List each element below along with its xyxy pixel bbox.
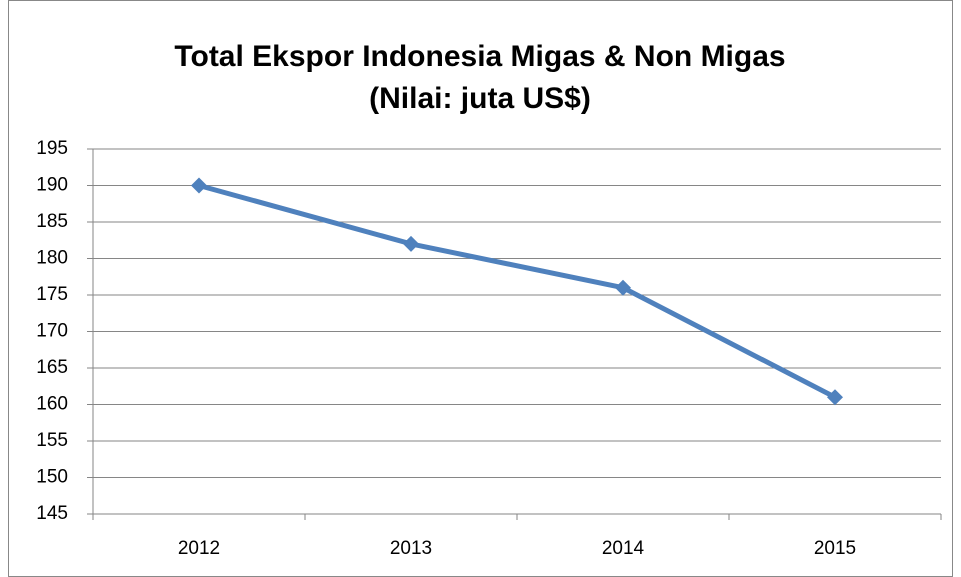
y-tick-label: 190 [36,175,68,196]
y-tick-label: 170 [36,321,68,342]
y-tick-label: 185 [36,211,68,232]
series-line [198,183,837,400]
y-tick-label: 150 [36,467,68,488]
y-tick-label: 195 [36,138,68,159]
x-tick-label: 2015 [814,538,856,559]
x-tick-label: 2014 [602,538,645,559]
x-tick-label: 2013 [390,538,432,559]
y-tick-label: 160 [36,394,68,415]
y-tick-label: 165 [36,357,68,378]
y-tick-label: 155 [36,430,68,451]
data-point [615,279,631,296]
data-point [827,389,843,406]
y-tick-label: 180 [36,248,68,269]
y-tick-label: 145 [36,503,68,524]
chart-border [8,0,953,577]
chart-subtitle: (Nilai: juta US$) [369,82,591,115]
chart-title: Total Ekspor Indonesia Migas & Non Migas [174,40,785,73]
data-point [191,177,207,194]
y-tick-label: 175 [36,284,68,305]
x-tick-label: 2012 [178,538,220,559]
data-point [403,235,419,252]
